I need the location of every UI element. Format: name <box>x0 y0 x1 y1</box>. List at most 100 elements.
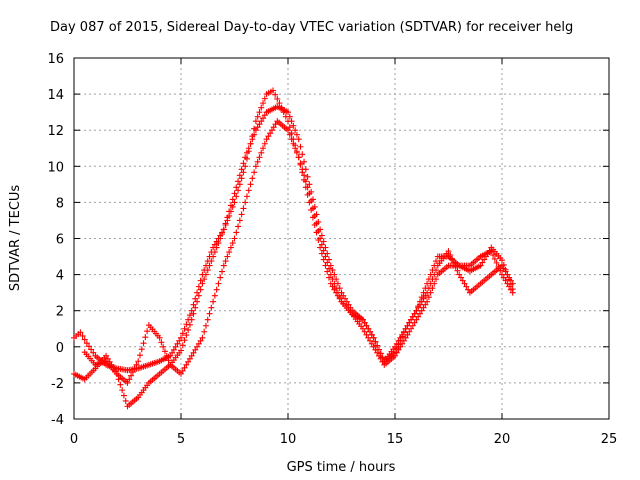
data-point <box>315 218 322 225</box>
data-point <box>415 313 422 320</box>
data-point <box>83 340 90 347</box>
data-point <box>413 316 420 323</box>
data-point <box>231 235 238 242</box>
data-point <box>179 330 186 337</box>
data-point <box>342 295 349 302</box>
data-point <box>186 321 193 328</box>
data-point <box>402 325 409 332</box>
data-point <box>256 154 263 161</box>
data-point <box>334 280 341 287</box>
data-point <box>260 145 267 152</box>
data-point <box>406 319 413 326</box>
data-point <box>183 361 190 368</box>
data-point <box>415 304 422 311</box>
data-point <box>416 310 423 317</box>
data-point <box>331 286 338 293</box>
x-axis-label: GPS time / hours <box>287 460 396 475</box>
data-point <box>299 169 306 176</box>
data-point <box>131 365 138 372</box>
data-point <box>302 166 309 173</box>
data-point <box>297 161 304 168</box>
data-point <box>236 217 243 224</box>
data-point <box>372 338 379 345</box>
data-point <box>85 343 92 350</box>
data-point <box>493 259 500 266</box>
data-point <box>190 301 197 308</box>
data-point <box>295 154 302 161</box>
data-point <box>256 121 263 128</box>
data-point <box>499 271 505 278</box>
data-point <box>334 292 341 299</box>
y-axis-label: SDTVAR / TECUs <box>8 185 23 292</box>
data-point <box>210 298 217 305</box>
data-point <box>301 176 308 183</box>
y-tick-label: 8 <box>56 196 64 211</box>
data-point <box>365 325 372 332</box>
data-point <box>336 295 343 302</box>
data-point <box>210 253 217 260</box>
data-point <box>179 342 186 349</box>
data-point <box>413 307 420 314</box>
data-point <box>445 248 452 255</box>
data-point <box>306 199 313 206</box>
data-point <box>199 280 206 287</box>
data-point <box>181 364 188 371</box>
data-point <box>129 369 136 376</box>
data-point <box>235 178 242 185</box>
data-point <box>158 339 165 346</box>
data-point <box>220 262 227 269</box>
data-point <box>311 203 318 210</box>
data-point <box>370 334 377 341</box>
data-point <box>363 322 370 329</box>
data-point <box>404 322 411 329</box>
data-point <box>227 244 234 251</box>
chart-title: Day 087 of 2015, Sidereal Day-to-day VTE… <box>50 20 573 35</box>
data-point <box>233 193 240 200</box>
data-point <box>393 340 400 347</box>
data-point <box>416 301 423 308</box>
data-point <box>247 140 254 147</box>
data-point <box>245 145 252 152</box>
data-point <box>267 130 274 137</box>
data-point <box>233 184 240 191</box>
data-point <box>392 352 398 359</box>
data-point <box>322 244 329 251</box>
data-point <box>194 343 201 350</box>
data-point <box>103 352 110 359</box>
data-point <box>119 387 126 394</box>
data-point <box>211 292 218 299</box>
data-point <box>258 149 265 156</box>
data-point <box>285 109 291 116</box>
data-point <box>206 262 213 269</box>
data-point <box>288 118 295 125</box>
data-point <box>186 312 193 319</box>
data-point <box>507 281 514 288</box>
data-point <box>179 367 186 374</box>
data-point <box>192 295 199 302</box>
data-point <box>229 240 236 247</box>
data-point <box>242 163 249 170</box>
data-point <box>486 247 493 254</box>
data-point <box>204 267 211 274</box>
data-point <box>156 334 163 341</box>
data-point <box>304 173 311 180</box>
data-point <box>79 332 86 339</box>
data-point <box>502 277 509 284</box>
data-point <box>261 112 268 119</box>
data-point <box>313 211 320 218</box>
data-point <box>208 258 215 265</box>
data-point <box>465 286 472 293</box>
data-point <box>260 100 267 107</box>
data-point <box>317 226 324 233</box>
series-trace-b <box>71 103 516 410</box>
data-point <box>315 237 322 244</box>
data-point <box>120 392 127 399</box>
data-point <box>226 249 233 256</box>
data-point <box>500 261 507 268</box>
data-point <box>176 337 183 344</box>
data-point <box>178 347 184 354</box>
data-point <box>409 322 416 329</box>
data-point <box>295 136 302 143</box>
data-point <box>343 298 350 305</box>
